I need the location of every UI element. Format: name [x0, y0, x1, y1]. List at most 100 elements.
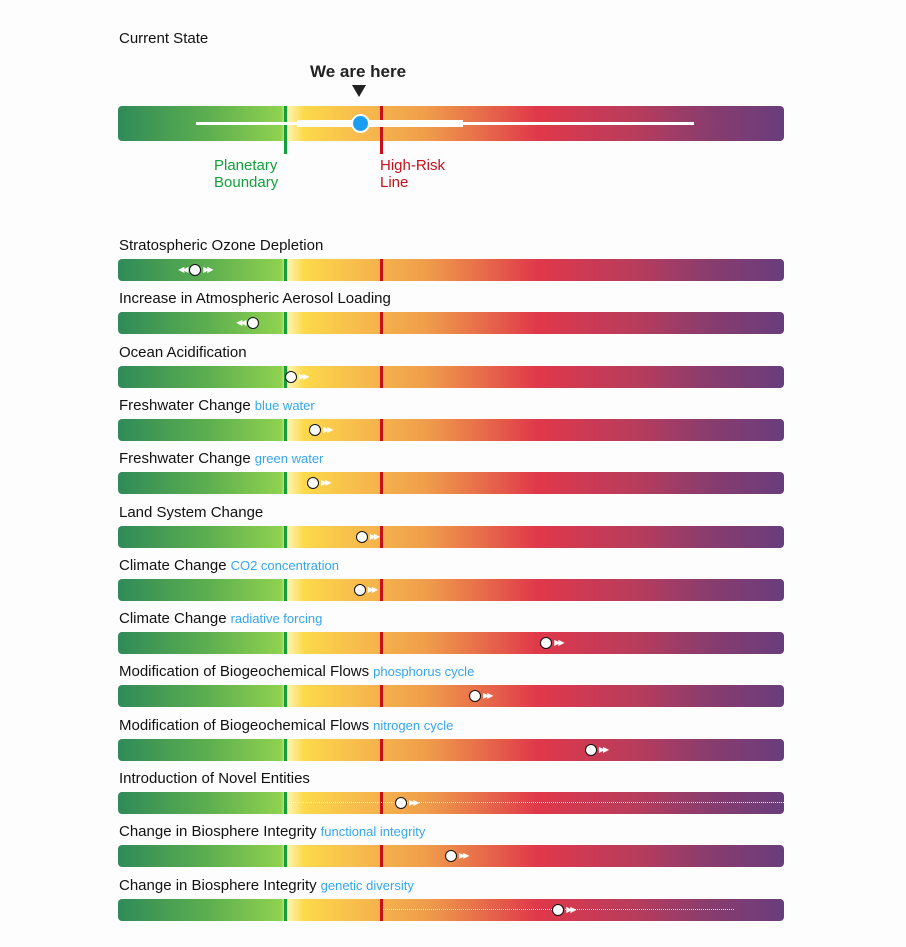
legend-line: High-Risk	[380, 157, 446, 174]
row-subtitle: radiative forcing	[230, 611, 323, 627]
row-label: Freshwater Change green water	[119, 450, 323, 467]
planetary-boundary-line	[283, 106, 287, 154]
row-title: Change in Biosphere Integrity	[119, 876, 317, 894]
high-risk-line	[380, 472, 384, 495]
right-arrows-icon: ▶▶	[321, 478, 331, 488]
planetary-boundary-line	[283, 578, 287, 601]
row-title: Land System Change	[119, 503, 264, 521]
right-arrows-icon: ▶▶	[369, 531, 380, 541]
planetary-boundary-line	[283, 312, 287, 335]
high-risk-line	[380, 365, 384, 388]
value-marker	[445, 850, 457, 863]
right-arrows-icon: ▶▶	[598, 744, 609, 754]
value-marker	[309, 423, 322, 436]
row-subtitle: nitrogen cycle	[373, 717, 454, 733]
row-title: Increase in Atmospheric Aerosol Loading	[119, 290, 391, 308]
planetary-boundary-line	[283, 525, 287, 548]
row-subtitle: blue water	[254, 397, 315, 413]
indicator-bar: ▶▶	[118, 738, 784, 761]
row-label: Increase in Atmospheric Aerosol Loading	[119, 290, 391, 307]
row-title: Introduction of Novel Entities	[119, 770, 310, 787]
high-risk-line	[380, 632, 384, 655]
row-subtitle: phosphorus cycle	[373, 664, 475, 680]
right-arrows-icon: ▶▶	[203, 265, 213, 274]
row-title: Freshwater Change	[119, 396, 251, 414]
value-marker	[584, 743, 597, 756]
current-state-bar	[118, 106, 784, 154]
value-marker	[247, 317, 260, 330]
planetary-boundary-label: Planetary Boundary	[214, 157, 278, 191]
value-marker	[285, 370, 298, 383]
down-triangle-icon	[352, 85, 366, 97]
indicator-bar: ▶▶	[118, 632, 784, 655]
planetary-boundary-line	[283, 898, 287, 921]
planetary-boundary-line	[283, 845, 287, 868]
high-risk-line	[380, 312, 384, 335]
section-title: Current State	[119, 30, 209, 47]
row-label: Climate Change CO2 concentration	[119, 557, 339, 574]
row-title: Modification of Biogeochemical Flows	[119, 716, 370, 734]
planetary-boundary-line	[283, 632, 287, 655]
uncertainty-dotted-line	[286, 802, 784, 803]
indicator-bar: ▶▶	[118, 685, 784, 708]
value-marker	[552, 903, 565, 916]
value-marker	[468, 690, 481, 703]
row-title: Climate Change	[119, 610, 227, 628]
row-label: Change in Biosphere Integrity genetic div…	[119, 877, 414, 894]
right-arrows-icon: ▶▶	[459, 851, 469, 861]
right-arrows-icon: ▶▶	[323, 424, 333, 434]
right-arrows-icon: ▶▶	[566, 904, 576, 914]
row-title: Climate Change	[119, 556, 227, 574]
planetary-boundary-line	[283, 259, 287, 281]
high-risk-line	[380, 792, 384, 814]
row-subtitle: functional integrity	[320, 824, 426, 840]
row-title: Stratospheric Ozone Depletion	[119, 237, 324, 254]
value-marker	[395, 797, 408, 809]
high-risk-line	[380, 738, 384, 761]
legend-line: Boundary	[214, 174, 279, 191]
indicator-bar: ▶▶	[118, 525, 784, 548]
right-arrows-icon: ▶▶	[554, 638, 564, 648]
high-risk-line	[380, 525, 384, 548]
row-label: Stratospheric Ozone Depletion	[119, 237, 323, 254]
indicator-bar: ▶▶	[118, 845, 784, 868]
row-title: Modification of Biogeochemical Flows	[119, 663, 370, 681]
legend-line: Planetary	[214, 157, 278, 174]
row-subtitle: CO2 concentration	[230, 557, 339, 573]
high-risk-line	[380, 106, 384, 154]
indicator-bar: ◀◀ ▶▶	[118, 259, 784, 281]
row-title: Change in Biosphere Integrity	[119, 823, 317, 841]
indicator-bar: ▶▶	[118, 365, 784, 388]
row-label: Modification of Biogeochemical Flows nitr…	[119, 717, 453, 734]
left-arrows-icon: ◀◀	[236, 318, 246, 328]
row-label: Land System Change	[119, 504, 263, 521]
right-arrows-icon: ▶▶	[409, 798, 419, 807]
row-title: Ocean Acidification	[119, 343, 247, 361]
high-risk-line	[380, 685, 384, 708]
value-marker	[307, 477, 320, 490]
high-risk-line	[380, 845, 384, 868]
planetary-boundary-line	[283, 472, 287, 495]
high-risk-line	[380, 578, 384, 601]
planetary-boundary-line	[283, 792, 287, 814]
row-subtitle: green water	[254, 451, 324, 467]
indicator-bar: ◀◀	[118, 312, 784, 335]
indicator-bar: ▶▶	[118, 472, 784, 495]
current-state-marker[interactable]	[350, 114, 370, 133]
row-label: Freshwater Change blue water	[119, 397, 315, 414]
value-marker	[355, 530, 368, 543]
indicator-bar: ▶▶	[118, 792, 784, 814]
row-subtitle: genetic diversity	[320, 877, 414, 893]
row-label: Ocean Acidification	[119, 344, 247, 361]
value-marker	[540, 637, 553, 650]
high-risk-label: High-Risk Line	[380, 157, 445, 191]
planetary-boundary-line	[283, 738, 287, 761]
planetary-boundary-line	[283, 418, 287, 441]
high-risk-line	[380, 259, 384, 281]
legend-line: Line	[380, 174, 409, 191]
row-title: Freshwater Change	[119, 450, 251, 468]
planetary-boundary-line	[283, 685, 287, 708]
value-marker	[189, 264, 202, 276]
we-are-here-label: We are here	[310, 62, 407, 81]
row-label: Climate Change radiative forcing	[119, 610, 322, 627]
